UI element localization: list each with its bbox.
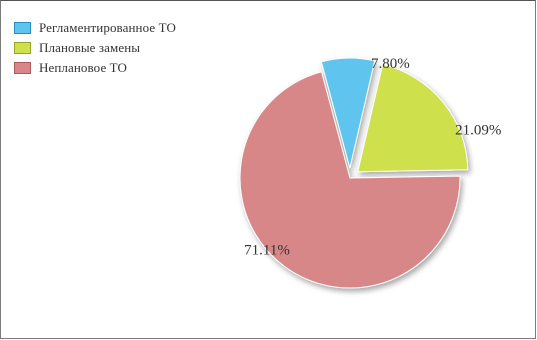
legend-item[interactable]: Регламентированное ТО — [14, 18, 176, 38]
pie-slice[interactable] — [320, 57, 376, 169]
legend-label: Неплановое ТО — [39, 60, 128, 75]
legend-item[interactable]: Неплановое ТО — [14, 58, 176, 78]
legend-label: Плановые замены — [39, 40, 141, 55]
pie-slice[interactable] — [239, 71, 461, 289]
legend-swatch — [14, 22, 31, 34]
slice-percent-label: 21.09% — [455, 122, 501, 138]
slice-percent-label: 71.11% — [244, 242, 290, 258]
chart-legend: Регламентированное ТО Плановые замены Не… — [14, 18, 176, 78]
legend-swatch — [14, 42, 31, 54]
legend-swatch — [14, 62, 31, 74]
legend-label: Регламентированное ТО — [39, 20, 176, 35]
legend-item[interactable]: Плановые замены — [14, 38, 176, 58]
slice-percent-label: 7.80% — [371, 56, 410, 72]
pie-slice[interactable] — [357, 63, 469, 173]
